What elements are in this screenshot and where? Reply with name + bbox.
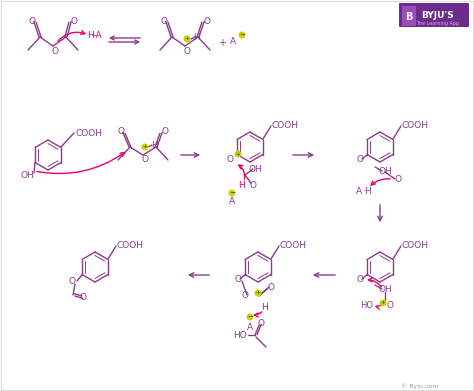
Text: HO: HO (233, 330, 247, 339)
Text: O: O (142, 156, 148, 165)
Text: +: + (143, 145, 147, 149)
Text: O: O (162, 127, 168, 136)
Text: O: O (69, 276, 75, 285)
Text: COOH: COOH (402, 120, 429, 129)
Text: O: O (52, 47, 58, 56)
Text: H: H (88, 30, 94, 39)
Text: O: O (386, 301, 393, 310)
Text: O: O (80, 292, 86, 301)
Text: +: + (185, 36, 190, 41)
Text: +: + (255, 291, 260, 296)
Text: A: A (356, 187, 362, 196)
Text: BYJU'S: BYJU'S (422, 11, 455, 20)
Text: H: H (193, 32, 201, 41)
Text: A: A (230, 36, 236, 45)
Text: B: B (405, 12, 413, 22)
Text: A: A (247, 323, 253, 332)
Text: COOH: COOH (402, 240, 429, 249)
Text: H: H (238, 181, 246, 190)
Text: −: − (229, 190, 235, 196)
Circle shape (380, 300, 386, 307)
Text: O: O (71, 16, 78, 25)
Circle shape (246, 314, 254, 321)
Text: +: + (218, 38, 226, 48)
Text: O: O (28, 16, 36, 25)
Text: O: O (161, 16, 167, 25)
Text: H: H (365, 187, 371, 196)
Bar (402, 6, 416, 26)
Text: –A: –A (91, 30, 102, 39)
Circle shape (228, 190, 236, 197)
Text: O: O (356, 274, 364, 283)
Circle shape (183, 36, 191, 43)
Text: O: O (249, 181, 256, 190)
Text: O: O (356, 154, 364, 163)
Text: H: H (152, 140, 158, 149)
Text: COOH: COOH (272, 120, 299, 129)
Text: −: − (247, 314, 253, 320)
Text: The Learning App: The Learning App (417, 20, 460, 25)
Text: OH: OH (378, 285, 392, 294)
Text: O: O (394, 174, 401, 183)
Text: COOH: COOH (280, 240, 307, 249)
Text: OH: OH (248, 165, 262, 174)
Text: O: O (118, 127, 125, 136)
Text: −: − (239, 32, 245, 38)
Text: O: O (257, 319, 264, 328)
Text: O: O (241, 291, 248, 300)
Text: COOH: COOH (117, 240, 144, 249)
Text: OH: OH (20, 170, 34, 179)
Text: O: O (203, 16, 210, 25)
Text: HO: HO (360, 301, 373, 310)
Text: A: A (229, 197, 235, 206)
Text: O: O (267, 283, 274, 292)
Text: COOH: COOH (76, 129, 103, 138)
Text: O: O (227, 154, 234, 163)
Text: +: + (381, 301, 385, 305)
Text: H: H (262, 303, 268, 312)
Circle shape (142, 143, 148, 151)
Text: OH: OH (378, 167, 392, 176)
Circle shape (235, 151, 241, 158)
Text: O: O (235, 274, 241, 283)
Circle shape (238, 32, 246, 38)
FancyBboxPatch shape (399, 3, 469, 27)
Text: +: + (236, 151, 240, 156)
Text: © Byju.com: © Byju.com (401, 383, 439, 389)
Text: –: – (364, 188, 366, 194)
Circle shape (255, 289, 262, 296)
Text: O: O (183, 47, 191, 56)
